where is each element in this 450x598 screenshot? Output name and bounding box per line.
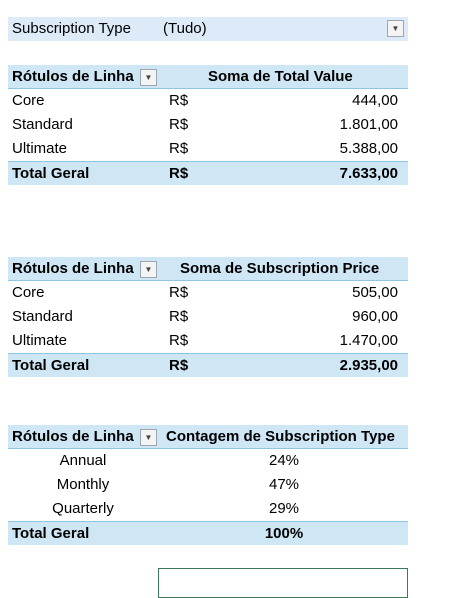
pivot-header: Rótulos de Linha ▼ Contagem de Subscript… (8, 425, 408, 449)
row-value: 444,00 (352, 92, 398, 109)
row-label: Standard (12, 308, 73, 325)
currency-symbol: R$ (169, 140, 189, 157)
row-value: 1.470,00 (339, 332, 398, 349)
dropdown-arrow-icon[interactable]: ▼ (140, 429, 157, 446)
row-label: Quarterly (52, 500, 114, 517)
total-value: 2.935,00 (339, 357, 398, 374)
row-label: Core (12, 284, 45, 301)
table-row: Quarterly 29% (8, 497, 408, 521)
row-value: 47% (268, 476, 300, 493)
table-row: Ultimate R$ 1.470,00 (8, 329, 408, 353)
pivot-header: Rótulos de Linha ▼ Soma de Total Value (8, 65, 408, 89)
grand-total-row: Total Geral 100% (8, 521, 408, 545)
table-row: Standard R$ 960,00 (8, 305, 408, 329)
row-label: Ultimate (12, 140, 68, 157)
total-label: Total Geral (12, 165, 90, 182)
currency-symbol: R$ (169, 308, 189, 325)
row-labels-header: Rótulos de Linha (12, 68, 134, 85)
table-row: Monthly 47% (8, 473, 408, 497)
row-value: 1.801,00 (339, 116, 398, 133)
row-label: Ultimate (12, 332, 68, 349)
grand-total-row: Total Geral R$ 2.935,00 (8, 353, 408, 377)
table-row: Core R$ 505,00 (8, 281, 408, 305)
row-value: 24% (268, 452, 300, 469)
currency-symbol: R$ (169, 284, 189, 301)
pivot-table-subscription-type-count: Rótulos de Linha ▼ Contagem de Subscript… (8, 425, 408, 545)
total-value: 100% (264, 525, 304, 542)
pivot-header: Rótulos de Linha ▼ Soma de Subscription … (8, 257, 408, 281)
total-label: Total Geral (12, 357, 90, 374)
value-header: Soma de Total Value (208, 68, 353, 85)
dropdown-arrow-icon[interactable]: ▼ (140, 261, 157, 278)
row-label: Core (12, 92, 45, 109)
grand-total-row: Total Geral R$ 7.633,00 (8, 161, 408, 185)
embedded-object-frame[interactable] (158, 568, 408, 598)
value-header: Contagem de Subscription Type (166, 428, 395, 445)
total-label: Total Geral (12, 525, 90, 542)
table-row: Core R$ 444,00 (8, 89, 408, 113)
pivot-table-total-value: Rótulos de Linha ▼ Soma de Total Value C… (8, 65, 408, 185)
value-header: Soma de Subscription Price (180, 260, 380, 277)
row-labels-header: Rótulos de Linha (12, 428, 134, 445)
currency-symbol: R$ (169, 92, 189, 109)
total-value: 7.633,00 (339, 165, 398, 182)
dropdown-arrow-icon[interactable]: ▼ (387, 20, 404, 37)
filter-value: (Tudo) (163, 20, 207, 37)
table-row: Standard R$ 1.801,00 (8, 113, 408, 137)
row-value: 505,00 (352, 284, 398, 301)
row-value: 960,00 (352, 308, 398, 325)
currency-symbol: R$ (169, 116, 189, 133)
filter-label: Subscription Type (12, 20, 131, 37)
row-value: 29% (268, 500, 300, 517)
row-label: Monthly (56, 476, 110, 493)
currency-symbol: R$ (169, 357, 189, 374)
pivot-table-subscription-price: Rótulos de Linha ▼ Soma de Subscription … (8, 257, 408, 377)
row-label: Standard (12, 116, 73, 133)
table-row: Annual 24% (8, 449, 408, 473)
dropdown-arrow-icon[interactable]: ▼ (140, 69, 157, 86)
row-value: 5.388,00 (339, 140, 398, 157)
currency-symbol: R$ (169, 332, 189, 349)
currency-symbol: R$ (169, 165, 189, 182)
row-labels-header: Rótulos de Linha (12, 260, 134, 277)
report-filter: Subscription Type (Tudo) ▼ (8, 17, 408, 41)
table-row: Ultimate R$ 5.388,00 (8, 137, 408, 161)
row-label: Annual (59, 452, 107, 469)
